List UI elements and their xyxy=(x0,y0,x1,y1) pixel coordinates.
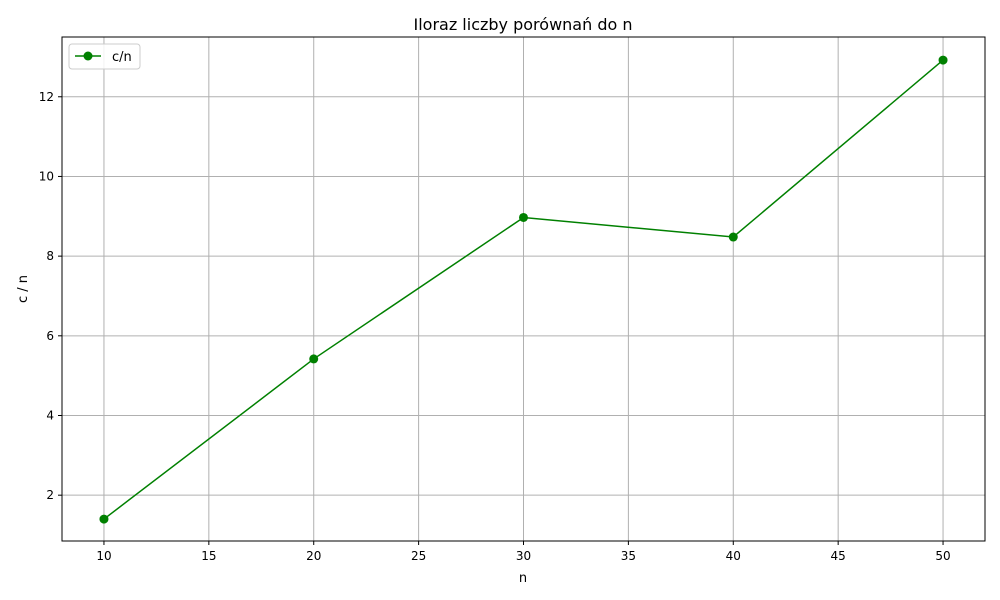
x-tick-label: 45 xyxy=(831,549,846,563)
y-tick-label: 8 xyxy=(46,249,54,263)
x-axis-label: n xyxy=(519,571,527,586)
data-point xyxy=(519,212,528,222)
data-point xyxy=(99,514,109,524)
x-tick-label: 20 xyxy=(306,549,321,563)
data-point xyxy=(728,232,738,242)
x-tick-label: 25 xyxy=(411,549,426,563)
x-tick-label: 40 xyxy=(726,549,741,563)
series-layer xyxy=(99,55,948,524)
y-tick-label: 12 xyxy=(39,90,54,104)
data-point xyxy=(938,55,948,65)
legend: c/n xyxy=(68,43,141,70)
x-tick-label: 10 xyxy=(96,549,111,563)
y-tick-label: 10 xyxy=(39,169,54,183)
data-point xyxy=(309,354,319,364)
chart-title: Iloraz liczby porównań do n xyxy=(413,15,632,34)
y-tick-label: 4 xyxy=(46,408,54,422)
grid xyxy=(62,37,985,541)
x-tick-label: 35 xyxy=(621,549,636,563)
legend-label: c/n xyxy=(112,50,132,65)
y-tick-label: 2 xyxy=(46,488,54,502)
y-axis-label: c / n xyxy=(16,275,31,303)
x-tick-label: 15 xyxy=(201,549,216,563)
ticks: 10 15 20 25 30 35 40 45 50 2 4 6 8 10 12 xyxy=(39,90,951,563)
legend-marker xyxy=(83,51,93,61)
x-tick-label: 30 xyxy=(516,549,531,563)
x-tick-label: 50 xyxy=(935,549,950,563)
y-tick-label: 6 xyxy=(46,329,54,343)
legend-box xyxy=(68,43,141,70)
